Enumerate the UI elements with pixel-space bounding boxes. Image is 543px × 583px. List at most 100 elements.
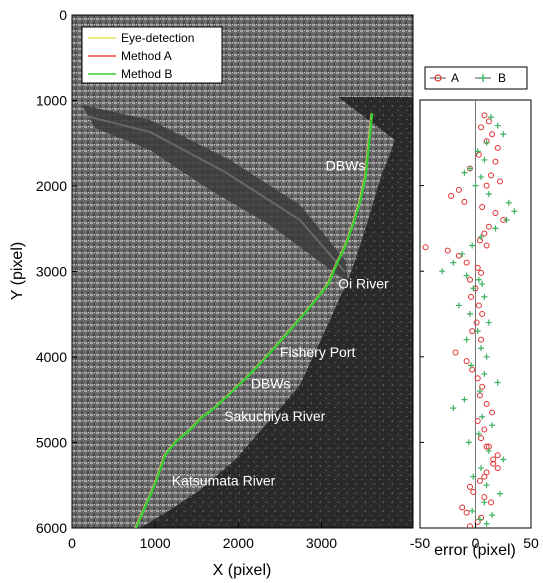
error-point-a	[476, 477, 483, 484]
error-point-a	[483, 242, 490, 249]
error-point-a	[459, 504, 466, 511]
error-point-a	[455, 252, 462, 259]
error-point-b	[481, 156, 488, 163]
error-point-b	[505, 199, 512, 206]
error-point-a	[481, 230, 488, 237]
y-tick-label: 5000	[36, 435, 67, 451]
error-point-b	[485, 319, 492, 326]
error-point-a	[474, 264, 481, 271]
error-point-b	[481, 499, 488, 506]
error-point-b	[474, 328, 481, 335]
error-point-b	[485, 191, 492, 198]
error-point-b	[483, 353, 490, 360]
error-point-a	[485, 118, 492, 125]
error-point-a	[473, 319, 480, 326]
error-point-b	[494, 122, 501, 129]
map-annotation: Fishery Port	[280, 344, 356, 360]
error-point-b	[478, 174, 485, 181]
error-x-tick-label: -50	[410, 535, 430, 551]
error-point-b	[489, 422, 496, 429]
error-point-a	[466, 276, 473, 283]
y-tick-label: 2000	[36, 178, 67, 194]
error-point-a	[494, 144, 501, 151]
error-point-a	[463, 509, 470, 516]
series-line-method-b	[134, 113, 374, 528]
error-point-b	[470, 473, 477, 480]
error-point-b	[483, 520, 490, 527]
error-point-b	[469, 507, 476, 514]
error-x-tick-label: 0	[472, 535, 480, 551]
legend-a-marker	[434, 74, 442, 82]
error-point-a	[483, 182, 490, 189]
error-point-a	[494, 465, 501, 472]
error-point-b	[450, 405, 457, 412]
error-panel: -50 0 50 A B error (pixel)	[410, 66, 539, 559]
error-ticks: -50 0 50	[410, 99, 539, 551]
error-point-b	[479, 413, 486, 420]
error-point-b	[478, 345, 485, 352]
main-annotations: DBWs Oi River Fishery Port DBWs Sakuchiya Ri…	[172, 158, 389, 489]
main-panel: DBWs Oi River Fishery Port DBWs Sakuchiya Ri…	[9, 7, 414, 579]
sar-image-background	[72, 15, 413, 528]
error-legend: A B	[424, 66, 528, 90]
x-axis-title: X (pixel)	[213, 562, 272, 579]
legend-label-b: B	[498, 71, 506, 85]
error-point-b	[500, 456, 507, 463]
legend-label-method-a: Method A	[121, 49, 172, 63]
error-point-b	[481, 293, 488, 300]
x-tick-label: 0	[68, 535, 76, 551]
error-point-b	[478, 465, 485, 472]
error-point-a	[479, 383, 486, 390]
error-point-a	[479, 311, 486, 317]
error-point-b	[469, 242, 476, 249]
error-point-a	[479, 204, 486, 210]
error-point-b	[465, 439, 472, 446]
error-point-a	[483, 443, 490, 450]
main-plot-lines	[134, 113, 374, 528]
error-point-b	[503, 216, 510, 223]
error-point-a	[494, 452, 501, 459]
main-legend: Eye-detection Method A Method B	[81, 26, 223, 84]
error-x-axis-title: error (pixel)	[434, 542, 516, 559]
x-tick-label: 1000	[140, 535, 171, 551]
error-point-a	[481, 473, 488, 480]
error-x-tick-label: 50	[523, 535, 539, 551]
error-point-a	[478, 269, 485, 276]
error-point-a	[475, 151, 482, 158]
map-annotation: Sakuchiya River	[224, 408, 325, 424]
error-point-b	[500, 131, 507, 138]
y-tick-label: 3000	[36, 264, 67, 280]
error-point-a	[470, 489, 477, 496]
x-tick-label: 2000	[223, 535, 254, 551]
error-point-a	[489, 131, 496, 138]
error-point-a	[455, 186, 462, 193]
error-point-b	[474, 148, 481, 155]
y-tick-label: 4000	[36, 349, 67, 365]
error-point-a	[463, 259, 470, 266]
error-point-b	[439, 268, 446, 275]
error-point-b	[494, 379, 501, 386]
legend-label-method-b: Method B	[121, 67, 172, 81]
error-point-a	[478, 514, 485, 521]
error-point-a	[490, 456, 497, 463]
error-point-a	[476, 237, 483, 244]
error-point-a	[492, 158, 499, 165]
error-point-a	[466, 523, 473, 528]
error-point-b	[489, 512, 496, 519]
error-point-a	[466, 483, 473, 490]
error-point-b	[492, 225, 499, 232]
error-point-a	[492, 209, 499, 216]
y-tick-label: 6000	[36, 520, 67, 536]
error-point-b	[475, 430, 482, 437]
y-axis-title: Y (pixel)	[9, 242, 26, 300]
error-point-a	[485, 223, 492, 230]
error-point-b	[461, 396, 468, 403]
error-point-b	[466, 311, 473, 317]
error-point-a	[461, 198, 468, 205]
error-point-b	[468, 362, 475, 369]
error-point-b	[459, 251, 466, 258]
error-point-b	[483, 482, 490, 489]
x-tick-label: 3000	[306, 535, 337, 551]
error-point-a	[489, 409, 496, 416]
error-point-b	[450, 259, 457, 266]
